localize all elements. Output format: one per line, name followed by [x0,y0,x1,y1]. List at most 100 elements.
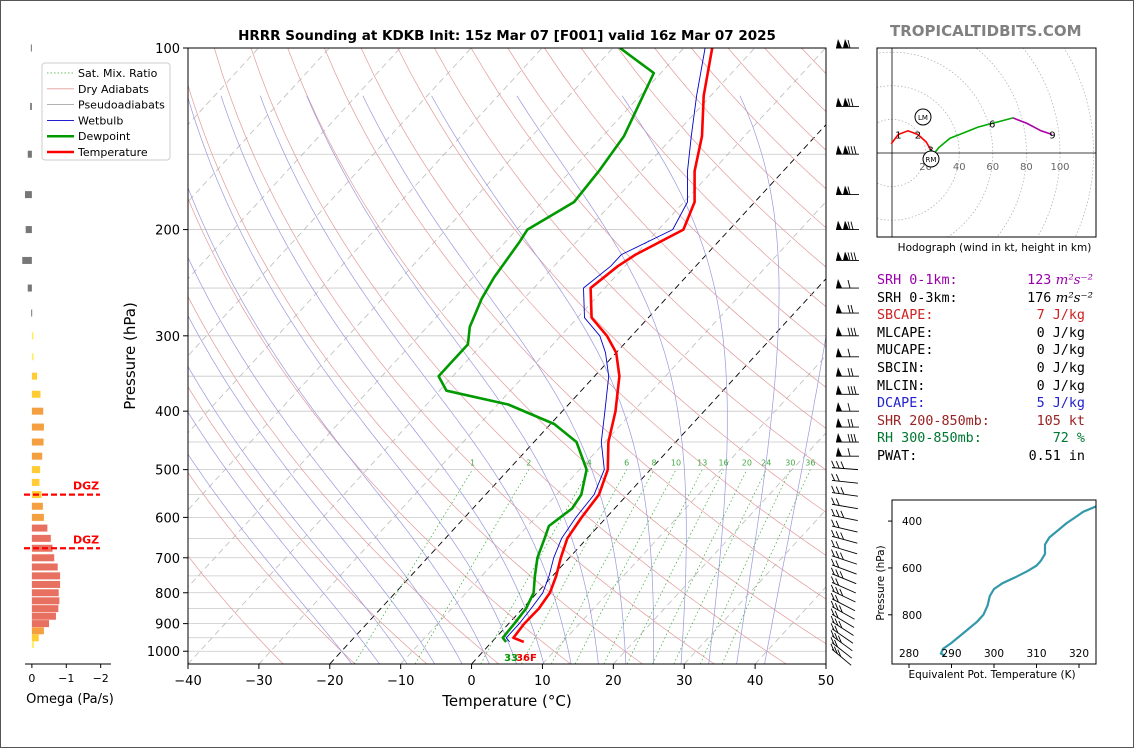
pseudoadiabat-line [621,95,728,664]
wind-barb [836,39,859,49]
omega-bar [31,572,61,580]
parameter-row: PWAT: 0.51 in [877,448,1107,466]
omega-bar [31,620,50,628]
wind-barb-feather [831,485,836,494]
mixing-ratio-line [353,469,473,664]
wind-barb-feather [834,618,839,626]
wind-barb-flag [843,145,849,155]
mixing-ratio-label: 10 [671,459,681,468]
brand-watermark: TROPICALTIDBITS.COM [890,22,1082,40]
wind-barb-flag [836,304,842,314]
wind-barb-staff [831,590,856,603]
wind-barb-feather [853,433,857,443]
parameter-row: DCAPE: 5 J/kg [877,395,1107,413]
wind-barb-feather [835,486,840,494]
wind-barb-flag [836,251,842,261]
wind-barb-feather [835,509,840,518]
wind-barb-feather [840,461,845,469]
wind-barb-feather [830,636,835,645]
parameter-value: 5 J/kg [1037,395,1085,413]
mixing-ratio-label: 13 [697,459,707,468]
omega-bar [31,627,44,635]
hodograph-ring-label: 60 [986,162,999,173]
wind-barb [831,473,859,484]
wind-barb-feather [834,639,838,648]
wind-barb [831,549,857,565]
wind-barb-feather [834,625,839,634]
pseudoadiabat-line [516,95,687,664]
parameter-row: SBCAPE: 7 J/kg [877,307,1107,325]
wind-barb [830,592,856,612]
wind-barb [836,220,859,231]
pseudoadiabat-line [259,95,572,664]
y-axis-label: Pressure (hPa) [121,302,139,410]
wind-barb-staff [831,467,859,471]
dry-adiabat-line [507,48,826,388]
y-tick-label: 600 [155,511,180,526]
theta-e-x-tick-label: 290 [941,648,961,660]
y-tick-label: 400 [155,405,180,420]
mixing-ratio-label: 2 [526,459,531,468]
wind-barb-flag [836,418,842,428]
left-mover-label: LM [918,114,928,122]
parameter-value: 0 J/kg [1037,325,1085,343]
parameter-number: 123 [1027,273,1052,288]
parameter-label: MUCAPE: [877,343,934,359]
omega-bar [25,191,32,199]
parameter-label: SRH 0-3km: [877,290,958,306]
wind-barb-feather [830,608,835,616]
wind-barb-flag [836,367,842,377]
hodograph-height-label: 6 [989,119,995,130]
wind-barb-feather [847,368,851,377]
mixing-ratio-label: 30 [785,459,795,468]
omega-bar [31,309,33,317]
parameter-label: SBCIN: [877,360,926,376]
x-tick-label: 20 [605,674,622,689]
omega-bar [31,580,61,588]
hodograph-ring-label: 100 [1050,162,1069,173]
parameter-value: 72 % [1053,430,1085,448]
hodograph-trace [1012,117,1053,136]
wind-barb-flag [836,433,842,443]
mixing-ratio-line [721,469,811,664]
theta-e-y-tick-label: 400 [902,516,922,528]
wind-barb-flag [836,326,842,336]
theta-e-x-tick-label: 300 [984,648,1004,660]
mixing-ratio-line [673,469,767,664]
wind-barb [831,460,859,471]
hodograph-ring-label: 80 [1020,162,1033,173]
wind-barb-feather [835,474,840,482]
pseudoadiabat-line [188,365,408,664]
wind-barb-feather [850,433,854,443]
parameter-row: RH 300-850mb: 72 % [877,430,1107,448]
pseudoadiabat-line [362,95,627,664]
parameter-value: 7 J/kg [1037,307,1085,325]
wind-barb [830,630,853,652]
wind-barb-staff [831,555,857,565]
hodograph-trace [929,117,1014,159]
wind-barb-staff [831,535,858,544]
pseudoadiabat-line [188,186,490,664]
wind-barb [836,418,859,428]
pseudoadiabat-line [306,95,599,664]
wind-barb-staff [831,642,853,659]
parameter-label: MLCIN: [877,378,926,394]
parameter-number: 0 J/kg [1036,378,1085,394]
theta-e-x-label: Equivalent Pot. Temperature (K) [908,669,1075,681]
wind-barb-feather [835,520,840,528]
parameter-value: 0 J/kg [1037,378,1085,396]
x-axis-label: Temperature (°C) [441,692,571,710]
parameter-value: 0.51 in [1029,448,1085,466]
parameter-row: SRH 0-1km: 123 m²s⁻² [877,272,1107,290]
wind-barb-flag [843,97,849,107]
theta-e-x-tick-label: 320 [1069,648,1089,660]
wind-barb-feather [831,549,835,557]
pseudoadiabat-line [764,333,826,664]
parameter-label: SHR 200-850mb: [877,413,990,429]
wind-barb [830,600,855,620]
left-mover-marker [914,108,932,126]
hodograph-caption: Hodograph (wind in kt, height in km) [898,242,1092,254]
wind-barb [836,402,859,412]
wind-barb-staff [831,573,857,585]
